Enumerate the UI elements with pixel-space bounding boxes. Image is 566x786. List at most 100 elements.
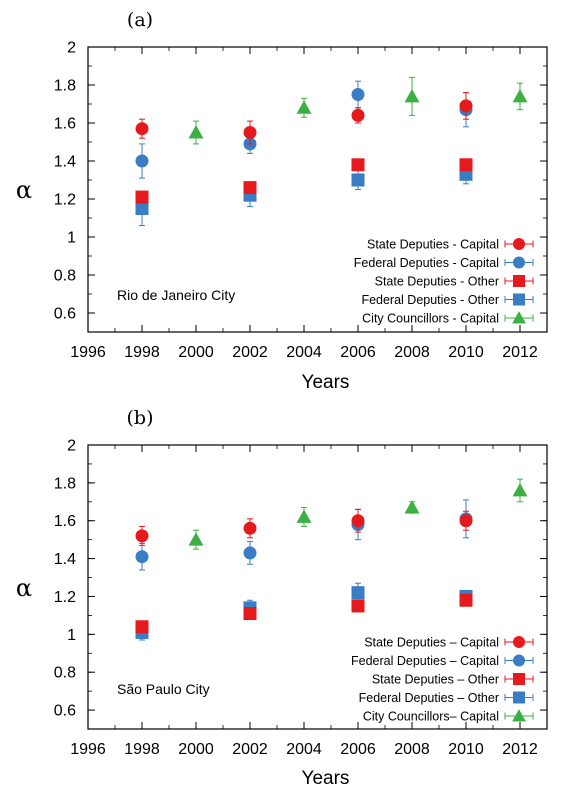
x-tick-label: 1996 xyxy=(70,741,106,758)
data-point xyxy=(135,550,149,564)
data-point xyxy=(404,88,420,103)
legend-label: Federal Deputies - Other xyxy=(361,293,499,307)
series-1 xyxy=(135,508,473,546)
y-tick-label: 1.8 xyxy=(54,78,76,95)
x-tick-label: 2010 xyxy=(448,344,484,361)
legend-label: Federal Deputies - Capital xyxy=(354,256,499,270)
series-1 xyxy=(135,92,473,145)
x-axis-title: Years xyxy=(302,768,350,786)
legend-label: City Councillors– Capital xyxy=(363,710,499,724)
y-tick-label: 0.6 xyxy=(54,306,76,323)
y-tick-label: 1 xyxy=(67,230,76,247)
y-tick-label: 2 xyxy=(67,40,76,57)
series-4 xyxy=(135,164,473,227)
chart-panel-2: (b) 0.6 0.8 1 1.2 1.4 1.6 1.8 2 1996 1998 2000 2002 2… xyxy=(16,407,548,786)
data-point xyxy=(135,190,149,204)
y-tick-label: 1.4 xyxy=(54,551,76,568)
data-point xyxy=(135,122,149,136)
legend-marker xyxy=(513,256,525,269)
legend-marker xyxy=(513,275,525,287)
y-tick-label: 1.2 xyxy=(54,589,76,606)
data-point xyxy=(404,500,420,514)
legend-label: Federal Deputies – Other xyxy=(359,691,499,705)
series-5 xyxy=(188,478,528,550)
legend: State Deputies – Capital Federal Deputies… xyxy=(351,636,534,724)
legend: State Deputies - Capital Federal Deputies… xyxy=(354,238,534,326)
y-tick-label: 1.8 xyxy=(54,475,76,492)
data-point xyxy=(459,514,473,528)
data-point xyxy=(351,108,365,122)
data-point xyxy=(296,100,312,114)
x-tick-label: 2010 xyxy=(448,741,484,758)
data-point xyxy=(351,586,365,600)
data-point xyxy=(459,158,473,172)
data-point xyxy=(459,99,473,113)
x-tick-label: 1996 xyxy=(70,344,106,361)
plot-frame xyxy=(87,444,548,730)
x-tick-label: 2002 xyxy=(232,344,268,361)
x-tick-label: 1998 xyxy=(124,741,160,758)
legend-label: State Deputies – Other xyxy=(372,673,499,687)
legend-marker xyxy=(513,673,525,685)
legend-marker xyxy=(512,709,526,722)
y-tick-label: 0.8 xyxy=(54,268,76,285)
series-4 xyxy=(135,582,473,641)
y-axis-title: α xyxy=(16,574,32,602)
data-point xyxy=(243,181,257,195)
x-tick-label: 2012 xyxy=(502,344,538,361)
city-annotation: Rio de Janeiro City xyxy=(117,287,235,303)
data-point xyxy=(512,88,528,103)
legend-marker xyxy=(512,311,526,324)
data-point xyxy=(351,173,365,187)
data-point xyxy=(243,607,257,621)
panel-label: (b) xyxy=(127,407,154,429)
legend-label: State Deputies – Capital xyxy=(364,636,499,650)
data-point xyxy=(351,599,365,613)
data-point xyxy=(351,158,365,172)
legend-label: City Councillors - Capital xyxy=(362,312,499,326)
data-point xyxy=(351,88,365,101)
legend-marker xyxy=(513,654,525,667)
y-tick-label: 1.2 xyxy=(54,192,76,209)
panel-label: (a) xyxy=(127,9,153,31)
x-tick-label: 2004 xyxy=(286,741,322,758)
data-point xyxy=(512,482,528,497)
legend-label: Federal Deputies – Capital xyxy=(351,654,499,668)
x-tick-label: 2008 xyxy=(394,741,430,758)
data-point xyxy=(459,593,473,607)
x-tick-label: 1998 xyxy=(124,344,160,361)
y-axis-title: α xyxy=(16,176,32,204)
data-point xyxy=(296,509,312,523)
data-point xyxy=(135,154,149,168)
data-point xyxy=(135,620,149,634)
data-point xyxy=(351,514,365,528)
data-point xyxy=(243,126,257,139)
legend-marker xyxy=(513,636,525,648)
city-annotation: São Paulo City xyxy=(117,681,210,697)
legend-marker xyxy=(513,691,525,704)
y-tick-label: 1.6 xyxy=(54,116,76,133)
legend-label: State Deputies - Other xyxy=(375,275,499,289)
y-tick-label: 0.6 xyxy=(54,703,76,720)
chart-panel-1: (a) 0.6 0.8 1 1.2 1.4 1.6 1.8 2 1996 1998 2000 2002 2… xyxy=(16,9,548,393)
data-point xyxy=(135,529,149,543)
data-point xyxy=(188,125,204,139)
plot-frame xyxy=(87,46,548,333)
data-point xyxy=(188,532,204,546)
y-tick-label: 1 xyxy=(67,627,76,644)
data-point xyxy=(135,202,149,215)
x-tick-label: 2012 xyxy=(502,741,538,758)
legend-marker xyxy=(513,293,525,306)
data-point xyxy=(243,546,257,560)
y-tick-label: 0.8 xyxy=(54,665,76,682)
y-tick-label: 1.4 xyxy=(54,154,76,171)
x-axis-title: Years xyxy=(302,372,350,393)
y-tick-label: 1.6 xyxy=(54,513,76,530)
x-tick-label: 2002 xyxy=(232,741,268,758)
legend-label: State Deputies - Capital xyxy=(367,238,499,252)
y-tick-label: 2 xyxy=(67,438,76,455)
x-tick-label: 2006 xyxy=(340,344,376,361)
data-point xyxy=(243,521,257,535)
series-2 xyxy=(135,80,473,179)
